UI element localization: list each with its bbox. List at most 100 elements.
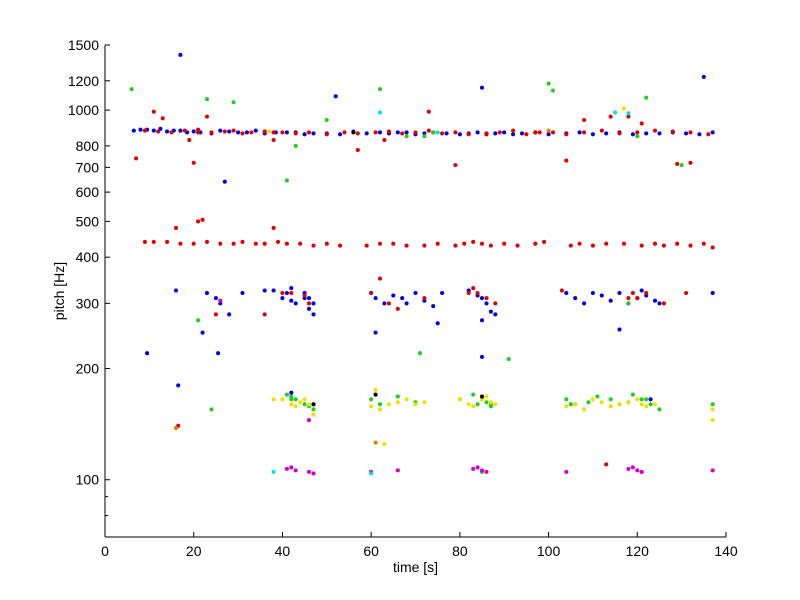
- data-point: [306, 301, 312, 306]
- data-point: [479, 394, 485, 399]
- y-tick-label: 400: [76, 249, 100, 265]
- data-point: [541, 239, 547, 244]
- data-point: [493, 402, 498, 407]
- data-point: [262, 288, 267, 293]
- data-point: [590, 243, 595, 248]
- y-tick-label: 600: [76, 184, 100, 200]
- data-point: [422, 400, 427, 405]
- data-point: [697, 132, 702, 137]
- data-point: [404, 130, 409, 135]
- data-point: [612, 110, 618, 115]
- data-point: [710, 468, 715, 473]
- data-point: [710, 290, 715, 296]
- data-point: [134, 156, 139, 161]
- data-point: [479, 468, 485, 473]
- data-point: [267, 129, 272, 134]
- data-point: [644, 95, 649, 100]
- data-point: [484, 400, 489, 405]
- data-point: [306, 130, 312, 135]
- data-point: [373, 392, 378, 397]
- data-point: [240, 131, 245, 136]
- data-point: [639, 121, 644, 126]
- data-point: [240, 239, 245, 244]
- x-ticks: 0 20 40 60 80 100 120 140: [101, 532, 738, 559]
- data-point: [262, 129, 267, 134]
- data-point: [311, 407, 316, 412]
- data-point: [382, 301, 387, 306]
- data-point: [377, 402, 383, 407]
- data-point: [471, 466, 476, 471]
- data-point: [227, 312, 232, 317]
- data-point: [537, 130, 542, 135]
- data-point: [564, 469, 569, 474]
- y-axis-label: pitch [Hz]: [51, 262, 67, 320]
- data-point: [484, 132, 489, 137]
- data-point: [710, 407, 715, 412]
- data-point: [533, 241, 538, 246]
- data-point: [493, 301, 498, 306]
- data-point: [373, 130, 378, 135]
- data-point: [280, 397, 285, 402]
- data-point: [391, 293, 396, 298]
- data-point: [209, 130, 214, 135]
- data-point: [338, 243, 343, 248]
- data-point: [701, 241, 706, 246]
- data-point: [271, 397, 276, 402]
- data-point: [289, 402, 294, 407]
- data-point: [652, 402, 658, 407]
- data-point: [661, 243, 666, 248]
- data-point: [271, 225, 276, 230]
- y-minor-ticks: [105, 496, 108, 538]
- data-point: [546, 128, 551, 133]
- data-point: [311, 301, 316, 306]
- data-point: [533, 130, 538, 135]
- data-point: [413, 402, 418, 407]
- data-point: [142, 128, 147, 133]
- data-point: [590, 290, 595, 296]
- data-point: [635, 134, 640, 139]
- data-point: [564, 290, 569, 296]
- data-point: [577, 241, 582, 246]
- data-point: [293, 301, 298, 306]
- data-point: [311, 243, 316, 248]
- data-point: [142, 239, 147, 244]
- data-point: [471, 239, 476, 244]
- data-point: [479, 85, 485, 90]
- data-point: [453, 163, 458, 168]
- x-axis-label: time [s]: [393, 559, 438, 575]
- data-point: [373, 330, 378, 335]
- data-point: [395, 130, 400, 135]
- data-point: [630, 132, 635, 137]
- data-point: [369, 290, 374, 296]
- data-point: [648, 397, 653, 402]
- data-point: [395, 306, 400, 311]
- data-point: [422, 296, 427, 301]
- data-point: [475, 290, 480, 296]
- data-point: [484, 469, 489, 474]
- data-point: [395, 394, 400, 399]
- x-tick-label: 20: [186, 543, 202, 559]
- data-point: [706, 132, 711, 137]
- data-point: [493, 312, 498, 317]
- data-point: [369, 471, 374, 476]
- data-point: [688, 160, 693, 165]
- data-point: [457, 132, 462, 137]
- data-point: [683, 131, 689, 136]
- data-point: [626, 400, 631, 405]
- data-point: [688, 130, 693, 135]
- data-point: [382, 441, 387, 446]
- data-point: [311, 471, 316, 476]
- data-point: [231, 100, 236, 105]
- data-points: [129, 52, 715, 476]
- data-point: [165, 129, 170, 134]
- data-point: [657, 407, 662, 412]
- data-point: [595, 394, 600, 399]
- data-point: [151, 239, 156, 244]
- data-point: [639, 243, 644, 248]
- data-point: [302, 397, 307, 402]
- data-point: [488, 309, 493, 314]
- data-point: [333, 94, 338, 99]
- data-point: [218, 128, 223, 133]
- data-point: [158, 126, 163, 131]
- axes: [104, 45, 726, 538]
